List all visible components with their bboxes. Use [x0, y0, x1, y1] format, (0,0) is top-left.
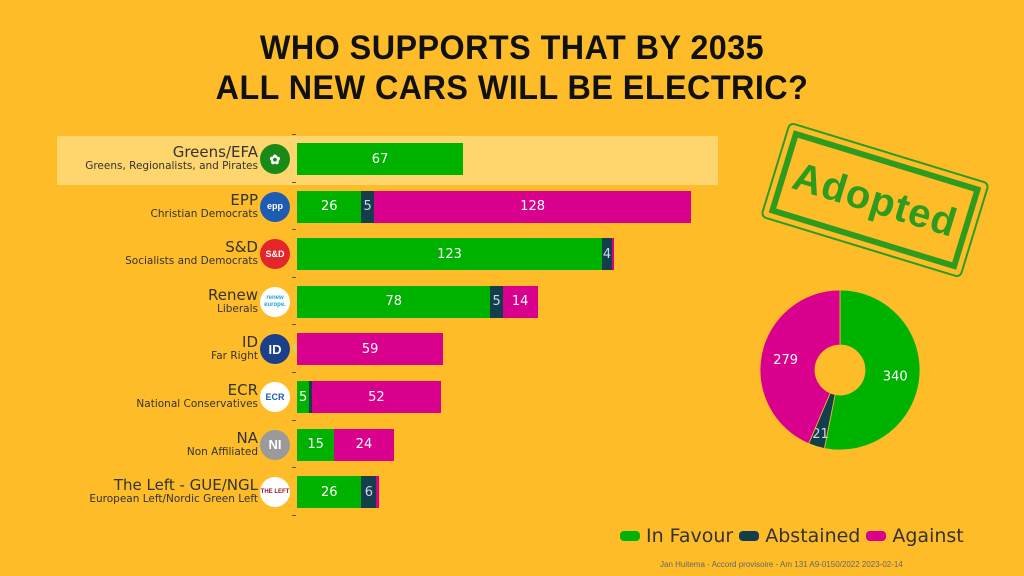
source-caption: Jan Huitema - Accord provisoire - Am 131…: [660, 560, 903, 569]
party-logo-icon: ✿: [260, 144, 290, 174]
legend-label: Against: [892, 525, 964, 547]
against-segment: 24: [334, 428, 394, 461]
party-logo-icon: THE LEFT: [260, 477, 290, 508]
in-favour-segment: 15: [297, 428, 335, 461]
pie-data-label: 21: [812, 427, 829, 442]
party-name: The Left - GUE/NGL: [113, 476, 258, 495]
abstained-segment: 6: [361, 476, 377, 509]
bar-data-label: 59: [361, 341, 379, 357]
party-logo-icon: NI: [260, 429, 290, 460]
against-segment: 14: [502, 285, 538, 318]
in-favour-segment: 26: [297, 190, 362, 223]
bar-data-label: 15: [307, 437, 324, 453]
axis-tick: [292, 372, 296, 373]
party-name: Greens/EFA: [172, 143, 258, 161]
party-logo-icon: renew europe.: [260, 286, 290, 317]
axis-tick: [292, 181, 296, 183]
party-name: S&D: [225, 238, 258, 257]
against-slice: [759, 289, 841, 445]
legend: In Favour Abstained Against: [620, 525, 964, 547]
axis-tick: [292, 324, 296, 326]
donut-chart: 340 21 279: [759, 289, 921, 451]
axis-tick: [292, 229, 296, 231]
party-description: Socialists and Democrats: [125, 255, 258, 268]
in-favour-slice: [823, 289, 921, 451]
bar-data-label: 78: [385, 294, 402, 310]
legend-swatch-icon: [739, 531, 760, 541]
party-description: Greens, Regionalists, and Pirates: [85, 160, 258, 172]
adopted-stamp: Adopted: [759, 121, 991, 279]
party-name: NA: [236, 428, 258, 447]
against-segment: [611, 238, 615, 271]
bar-data-label: 52: [368, 389, 385, 405]
legend-label: Abstained: [765, 525, 861, 547]
bar-data-label: 26: [320, 199, 338, 215]
abstained-segment: 4: [602, 238, 612, 271]
legend-label: In Favour: [646, 525, 734, 547]
legend-swatch-icon: [866, 531, 887, 541]
bar-data-label: 5: [299, 389, 308, 405]
party-description: Liberals: [216, 302, 258, 315]
category-label: Greens/EFA Greens, Regionalists, and Pira…: [85, 144, 258, 172]
against-segment: 52: [311, 381, 441, 413]
party-description: Far Right: [211, 350, 258, 363]
category-label: Renew Liberals: [208, 287, 258, 315]
against-segment: 128: [373, 190, 692, 223]
bar-data-label: 5: [363, 199, 372, 215]
bar-data-label: 6: [364, 484, 374, 500]
party-logo-icon: S&D: [260, 239, 290, 270]
abstained-segment: [309, 381, 312, 413]
category-label: The Left - GUE/NGL European Left/Nordic G…: [89, 477, 258, 505]
party-description: Christian Democrats: [150, 207, 258, 220]
pie-data-label: 279: [773, 353, 798, 368]
bar-data-label: 67: [371, 151, 389, 167]
bar-data-label: 123: [437, 246, 462, 262]
category-label: EPP Christian Democrats: [151, 192, 258, 220]
party-logo-icon: epp: [260, 191, 290, 222]
abstained-segment: 5: [361, 190, 374, 223]
legend-item: In Favour: [620, 525, 733, 547]
bar-data-label: 4: [602, 246, 612, 262]
in-favour-segment: 123: [297, 238, 603, 271]
in-favour-segment: 78: [297, 285, 491, 318]
party-name: ECR: [227, 381, 258, 399]
bar-data-label: 14: [511, 294, 529, 310]
against-segment: [376, 476, 379, 509]
chart-title: WHO SUPPORTS THAT BY 2035 ALL NEW CARS W…: [0, 28, 1024, 108]
bar-data-label: 24: [355, 437, 373, 453]
party-logo-icon: ID: [260, 334, 290, 365]
legend-item: Against: [866, 525, 964, 547]
title-line-2: ALL NEW CARS WILL BE ELECTRIC?: [215, 69, 809, 107]
title-line-1: WHO SUPPORTS THAT BY 2035: [259, 29, 765, 67]
against-segment: 59: [297, 333, 444, 366]
party-name: EPP: [230, 190, 258, 209]
abstained-segment: 5: [490, 285, 503, 318]
axis-tick: [292, 514, 296, 516]
legend-swatch-icon: [620, 531, 640, 541]
party-logo-icon: ECR: [260, 382, 290, 412]
party-description: European Left/Nordic Green Left: [89, 493, 258, 506]
category-label: ID Far Right: [211, 334, 258, 362]
pie-data-label: 340: [883, 369, 908, 384]
party-description: National Conservatives: [136, 398, 258, 410]
axis-tick: [292, 467, 296, 469]
party-name: ID: [242, 333, 258, 352]
party-name: Renew: [208, 285, 258, 304]
category-label: NA Non Affiliated: [187, 430, 258, 458]
axis-tick: [292, 134, 296, 135]
bar-data-label: 5: [492, 294, 501, 310]
axis-tick: [292, 419, 296, 421]
axis-tick: [292, 276, 296, 278]
party-description: Non Affiliated: [186, 445, 258, 458]
category-label: S&D Socialists and Democrats: [125, 239, 258, 267]
bar-data-label: 26: [320, 484, 338, 500]
legend-item: Abstained: [739, 525, 860, 547]
category-label: ECR National Conservatives: [136, 382, 258, 410]
in-favour-segment: 67: [297, 143, 464, 175]
in-favour-segment: 26: [297, 476, 362, 509]
in-favour-segment: 5: [297, 381, 310, 413]
bar-data-label: 128: [520, 199, 545, 215]
